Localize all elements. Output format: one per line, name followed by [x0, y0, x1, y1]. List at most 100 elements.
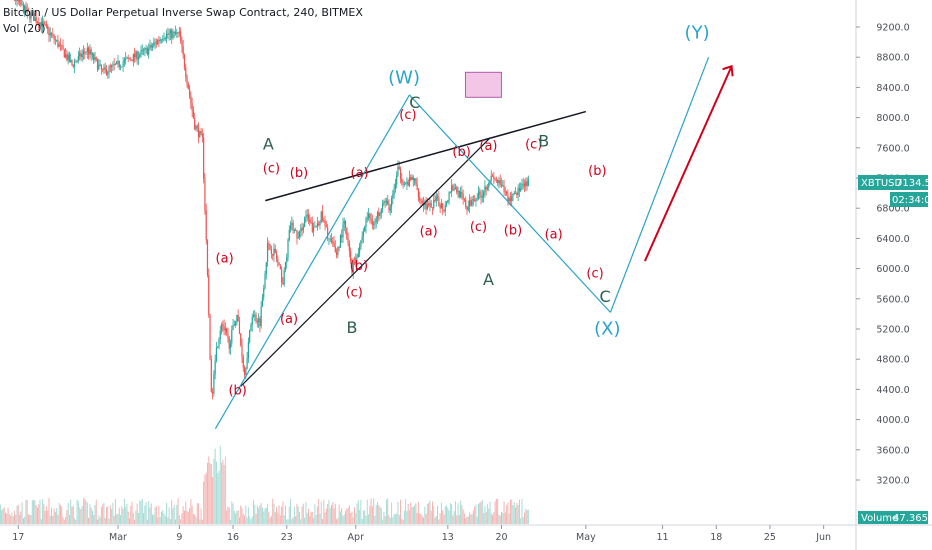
- candle-body: [222, 324, 224, 327]
- volume-bar: [141, 498, 143, 524]
- volume-bar: [489, 501, 491, 524]
- candle-body: [468, 200, 471, 207]
- candle-body: [67, 54, 69, 60]
- price-tick-label: 8000.0: [876, 113, 909, 124]
- volume-bar: [40, 519, 42, 524]
- wave-path-segment[interactable]: [214, 94, 410, 429]
- volume-bar: [201, 519, 203, 524]
- volume-bar: [253, 499, 255, 524]
- volume-indicator-label: Vol (20): [3, 22, 46, 35]
- candle-body: [513, 192, 515, 194]
- candle-body: [181, 40, 183, 47]
- volume-bar: [463, 513, 465, 524]
- candle-body: [493, 176, 495, 179]
- volume-bar: [373, 498, 375, 524]
- candle-body: [127, 57, 129, 59]
- wave-label-red: (a): [420, 224, 438, 239]
- volume-bar: [94, 504, 96, 524]
- upper-trendline[interactable]: [265, 110, 587, 202]
- volume-bar: [154, 507, 156, 524]
- candle-body: [338, 246, 340, 248]
- candle-body: [255, 314, 257, 321]
- candle-body: [209, 314, 211, 360]
- volume-bar: [499, 515, 501, 524]
- candle-body: [242, 357, 244, 368]
- marker-box[interactable]: [464, 71, 502, 98]
- price-tick-label: 8800.0: [876, 53, 909, 64]
- volume-bar: [325, 508, 327, 524]
- volume-bar: [483, 513, 485, 524]
- candle-body: [61, 44, 63, 46]
- volume-bar: [145, 501, 147, 524]
- volume-bar: [447, 507, 449, 524]
- wave-drawings[interactable]: [214, 56, 734, 429]
- volume-bar: [359, 509, 361, 524]
- wave-path-segment[interactable]: [409, 94, 611, 313]
- candle-body: [292, 222, 294, 231]
- volume-bar: [525, 508, 527, 524]
- volume-bar: [75, 519, 77, 524]
- candle-body: [477, 191, 480, 199]
- candle-body: [297, 236, 299, 239]
- candle-body: [146, 48, 149, 55]
- volume-bar: [433, 505, 435, 524]
- candle-body: [59, 44, 62, 46]
- volume-bar: [286, 519, 288, 524]
- candle-body: [403, 183, 405, 185]
- volume-bar: [356, 503, 358, 524]
- candle-body: [355, 257, 357, 264]
- volume-bar: [339, 511, 341, 524]
- volume-bar: [99, 517, 101, 524]
- candle-body: [284, 262, 287, 271]
- candle-body: [93, 53, 95, 61]
- volume-bar: [365, 515, 367, 524]
- volume-bar: [159, 517, 161, 524]
- wave-path-segment[interactable]: [609, 56, 710, 313]
- candle-body: [312, 227, 315, 232]
- volume-bar: [451, 504, 453, 524]
- time-tick-label: 9: [176, 532, 182, 543]
- lower-trendline[interactable]: [240, 137, 491, 387]
- volume-bar: [458, 514, 460, 524]
- candle-body: [197, 127, 200, 138]
- candle-body: [523, 183, 526, 187]
- volume-bar: [412, 507, 414, 524]
- candle-body: [361, 236, 363, 241]
- volume-bar: [347, 507, 349, 524]
- volume-bar: [21, 501, 23, 524]
- time-axis[interactable]: 17 Mar 9 16 23 Apr 13 20 May 11 18 25 Jun: [0, 524, 932, 543]
- candle-body: [34, 17, 36, 22]
- candle-body: [254, 314, 256, 316]
- volume-bar: [131, 501, 133, 524]
- volume-bar: [166, 502, 168, 524]
- volume-bar: [65, 517, 67, 524]
- candle-body: [410, 177, 412, 180]
- candle-body: [135, 51, 137, 58]
- candle-body: [385, 200, 388, 203]
- volume-bar: [371, 506, 373, 524]
- candle-body: [180, 31, 182, 41]
- volume-bar: [466, 516, 468, 524]
- countdown-tag-value: 02:34:08: [892, 195, 932, 206]
- volume-bar: [49, 515, 51, 524]
- volume-bar: [192, 513, 194, 524]
- volume-bar: [121, 506, 123, 524]
- volume-bar: [421, 515, 423, 524]
- volume-bar: [127, 511, 129, 524]
- volume-bar: [269, 517, 271, 524]
- volume-bar: [108, 518, 110, 524]
- candle-body: [298, 231, 301, 237]
- wave-label-red: (a): [479, 139, 497, 154]
- candle-body: [54, 39, 56, 41]
- projection-arrow[interactable]: [644, 65, 733, 262]
- candle-body: [436, 196, 439, 198]
- volume-bar: [6, 513, 8, 524]
- price-axis[interactable]: 9200.08800.08400.08000.07600.07200.06800…: [855, 0, 910, 550]
- volume-bar: [152, 514, 154, 524]
- volume-bar: [393, 513, 395, 524]
- volume-bar: [431, 501, 433, 524]
- candle-body: [232, 325, 234, 330]
- candle-body: [218, 338, 220, 347]
- volume-bar: [375, 504, 377, 524]
